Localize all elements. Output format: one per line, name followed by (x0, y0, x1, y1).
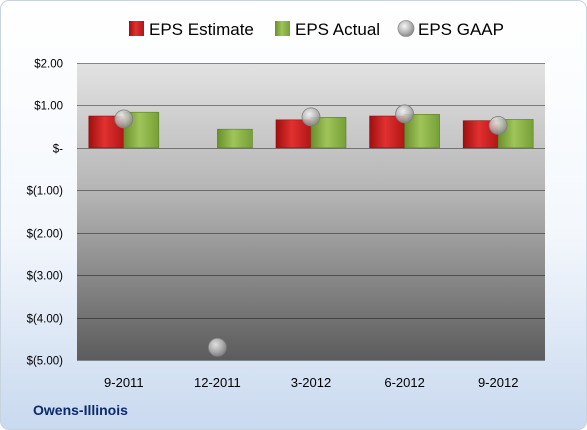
point-eps-gaap (301, 107, 321, 127)
bar-eps-estimate (275, 119, 312, 149)
y-tick-label: $2.00 (34, 59, 63, 71)
x-tick-label: 12-2011 (194, 375, 241, 390)
bar-eps-actual (217, 128, 253, 149)
y-tick-label: $(4.00) (27, 314, 64, 326)
y-tick-label: $(5.00) (27, 356, 64, 368)
legend-label-gaap: EPS GAAP (418, 20, 504, 39)
point-eps-gaap (114, 109, 134, 129)
point-eps-gaap (395, 104, 415, 124)
x-tick-label: 6-2012 (384, 375, 424, 390)
y-tick-label: $(3.00) (27, 271, 64, 283)
company-name: Owens-Illinois (33, 402, 128, 418)
bars (88, 111, 534, 149)
x-tick-label: 3-2012 (291, 375, 331, 390)
legend-swatch-gaap (397, 20, 415, 37)
grid-lines (77, 63, 545, 361)
x-tick-label: 9-2011 (104, 375, 144, 390)
y-tick-label: $- (53, 144, 63, 156)
y-tick-label: $(2.00) (27, 229, 64, 241)
bar-eps-actual (404, 114, 440, 149)
point-eps-gaap (488, 115, 508, 135)
y-axis: $2.00 $1.00 $- $(1.00) $(2.00) $(3.00) $(4.00)… (27, 59, 64, 368)
point-eps-gaap (207, 337, 227, 357)
legend-swatch-actual (275, 21, 290, 36)
x-axis: 9-2011 12-2011 3-2012 6-2012 9-2012 (104, 375, 518, 390)
x-tick-label: 9-2012 (478, 375, 518, 390)
legend-label-estimate: EPS Estimate (149, 20, 254, 39)
y-tick-label: $(1.00) (27, 186, 64, 198)
gaap-points (114, 104, 508, 357)
y-tick-label: $1.00 (34, 101, 63, 113)
legend: EPS Estimate EPS Actual EPS GAAP (129, 20, 504, 39)
legend-label-actual: EPS Actual (295, 20, 380, 39)
legend-swatch-estimate (129, 21, 144, 36)
